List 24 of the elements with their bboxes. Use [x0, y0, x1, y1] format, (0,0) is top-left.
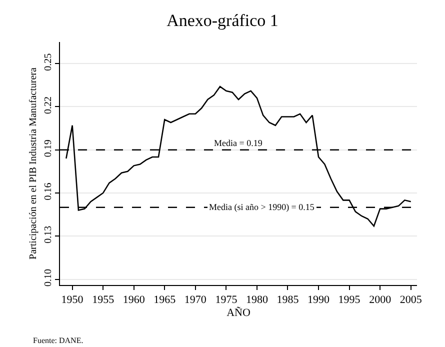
x-tick-label: 1980: [246, 294, 268, 306]
y-tick-label: 0.13: [43, 226, 54, 244]
x-tick-label: 1990: [308, 294, 330, 306]
ref-line-label: Media = 0.19: [214, 138, 263, 148]
x-tick-label: 1995: [338, 294, 361, 306]
y-tick-label: 0.16: [43, 182, 54, 200]
chart-title: Anexo-gráfico 1: [166, 10, 278, 30]
x-tick-label: 2005: [400, 294, 422, 306]
x-axis-title: AÑO: [226, 306, 250, 320]
y-tick-label: 0.25: [43, 53, 54, 71]
x-tick-label: 2000: [369, 294, 392, 306]
y-axis-title: Participación en el PIB Industria Manufacturera: [28, 67, 39, 260]
x-tick-label: 1965: [154, 294, 176, 306]
x-tick-label: 1960: [122, 294, 146, 306]
x-tick-label: 1970: [184, 294, 207, 306]
x-tick-label: 1975: [215, 294, 238, 306]
source-note: Fuente: DANE.: [33, 336, 84, 345]
y-tick-label: 0.10: [43, 269, 54, 286]
y-tick-label: 0.22: [43, 96, 54, 114]
ref-line-label: Media (si año > 1990) = 0.15: [209, 202, 315, 212]
y-tick-label: 0.19: [43, 140, 54, 158]
x-tick-label: 1985: [276, 294, 300, 306]
x-tick-label: 1950: [61, 294, 84, 306]
x-tick-label: 1955: [92, 294, 115, 306]
